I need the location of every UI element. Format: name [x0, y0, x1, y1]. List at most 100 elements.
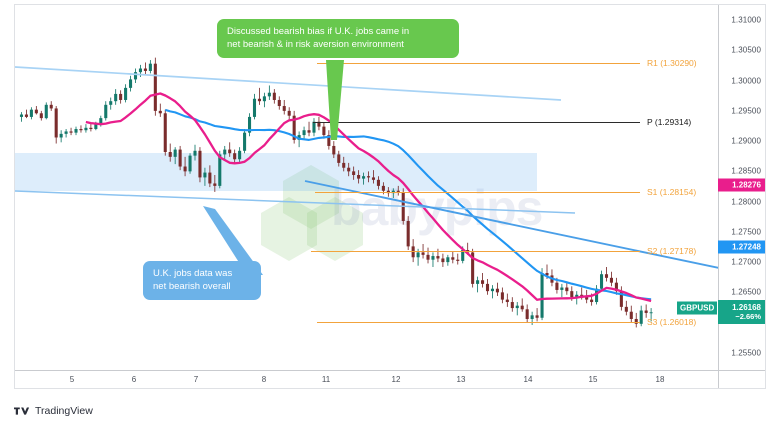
candle-body	[634, 318, 638, 324]
last-price-badge[interactable]: 1.26168 −2.66%	[718, 300, 765, 325]
candle-body	[133, 72, 138, 80]
trendline-upper	[15, 66, 562, 101]
tradingview-footer[interactable]: TradingView	[14, 405, 93, 417]
candle-body	[39, 113, 43, 119]
trendline-lower	[15, 190, 576, 214]
candle-body	[366, 176, 371, 178]
candle-body	[580, 294, 584, 296]
bearish-bias-line2: net bearish & in risk aversion environme…	[227, 38, 404, 50]
candle-body	[322, 126, 326, 136]
candle-body	[490, 288, 495, 292]
price-tick: 1.27500	[731, 227, 761, 237]
time-tick: 8	[261, 375, 267, 384]
support-zone	[15, 153, 537, 192]
candle-body	[148, 63, 152, 71]
candle-body	[272, 92, 276, 100]
candle-body	[228, 149, 232, 154]
pivot-label-s3: S3 (1.26018)	[647, 316, 697, 327]
candle-body	[406, 220, 410, 247]
candle-body	[153, 63, 157, 111]
candle-body	[198, 150, 202, 178]
candle-body	[495, 288, 499, 293]
candle-body	[337, 154, 341, 163]
candle-body	[619, 291, 623, 307]
candle-body	[292, 115, 296, 140]
candle-body	[138, 68, 143, 73]
candle-body	[213, 183, 217, 186]
candle-body	[505, 299, 509, 303]
uk-jobs-callout[interactable]: U.K. jobs data was net bearish overall	[143, 261, 261, 300]
candle-body	[74, 129, 78, 133]
candle-body	[555, 282, 559, 290]
candle-body	[238, 150, 242, 160]
candle-body	[347, 167, 351, 172]
price-tick: 1.30500	[731, 45, 761, 55]
time-tick: 6	[131, 375, 137, 384]
pivot-line-p	[313, 122, 640, 124]
time-tick: 15	[588, 375, 598, 384]
ma-fast-badge[interactable]: 1.28276	[718, 178, 765, 192]
candle-body	[649, 312, 653, 314]
candle-body	[565, 287, 569, 292]
price-tick: 1.29000	[731, 136, 761, 146]
time-scale[interactable]: 567811121314151819	[15, 370, 726, 388]
candle-body	[421, 252, 425, 255]
time-tick: 14	[523, 375, 533, 384]
price-scale[interactable]: 1.31000 1.30500 1.30000 1.29500 1.29000 1.285…	[718, 5, 765, 371]
ma-fast-line	[85, 92, 652, 303]
candle-body	[639, 310, 643, 324]
candle-body	[481, 280, 485, 284]
candle-body	[69, 131, 73, 133]
price-series-overlay	[15, 57, 719, 328]
uk-jobs-line2: net bearish overall	[153, 280, 231, 292]
candle-body	[79, 129, 83, 131]
candle-body	[243, 132, 247, 151]
candle-body	[327, 135, 331, 146]
candle-body	[223, 149, 227, 155]
candle-body	[515, 305, 519, 309]
candle-body	[357, 174, 361, 179]
candle-body	[461, 250, 465, 261]
candle-body	[416, 252, 420, 258]
candle-body	[297, 135, 301, 140]
candle-body	[599, 274, 604, 289]
time-tick: 12	[391, 375, 401, 384]
time-tick: 13	[456, 375, 466, 384]
ma-slow-badge[interactable]: 1.27248	[718, 240, 765, 254]
candle-body	[84, 127, 88, 131]
candle-body	[441, 258, 445, 263]
candle-body	[381, 185, 385, 191]
candle-body	[168, 152, 172, 157]
candle-body	[575, 294, 579, 298]
candle-body	[510, 302, 514, 309]
candle-body	[49, 104, 53, 109]
candle-body	[545, 272, 549, 276]
candle-body	[629, 311, 633, 319]
candle-body	[371, 177, 376, 180]
candle-body	[485, 283, 490, 292]
candle-body	[376, 179, 380, 186]
bearish-bias-callout[interactable]: Discussed bearish bias if U.K. jobs came…	[217, 19, 459, 58]
candle-body	[317, 121, 321, 127]
candle-body	[158, 110, 162, 114]
candle-body	[64, 131, 68, 134]
pivot-line-s2	[311, 251, 640, 253]
candle-body	[535, 315, 539, 318]
price-tick: 1.27000	[731, 257, 761, 267]
price-tick: 1.31000	[731, 15, 761, 25]
candle-body	[604, 274, 609, 278]
plot-area[interactable]: babypips R1 (1.30290)P (1.29314)S1 (1.28…	[15, 5, 719, 371]
candle-body	[183, 166, 187, 172]
tradingview-label: TradingView	[35, 405, 93, 417]
symbol-tag: GBPUSD	[677, 301, 718, 315]
candle-body	[436, 256, 440, 259]
price-tick: 1.30000	[731, 76, 761, 86]
pivot-line-s1	[315, 192, 640, 194]
candle-body	[456, 259, 460, 261]
candle-body	[585, 295, 589, 300]
candle-body	[99, 118, 103, 125]
candle-body	[262, 96, 266, 102]
pivot-label-s2: S2 (1.27178)	[647, 246, 697, 257]
uk-jobs-line1: U.K. jobs data was	[153, 268, 233, 279]
candle-body	[287, 110, 291, 116]
